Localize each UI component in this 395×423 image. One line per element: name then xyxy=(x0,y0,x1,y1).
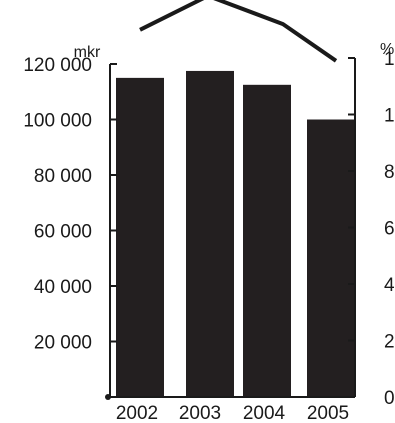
bar-2005 xyxy=(307,119,355,397)
x-axis: 2002 2003 2004 2005 xyxy=(110,396,355,423)
right-tick-label: 10 xyxy=(384,106,395,127)
right-tick-label: 12 xyxy=(384,49,395,70)
bar-2003 xyxy=(186,70,234,397)
left-tick-label: 80 000 xyxy=(34,166,92,187)
right-tick-label: 8 xyxy=(384,162,395,183)
right-tick-label: 6 xyxy=(384,219,395,240)
line-path xyxy=(139,0,338,63)
left-tick-label: 120 000 xyxy=(23,55,92,76)
bar-2004 xyxy=(243,84,291,397)
x-tick-label-2003: 2003 xyxy=(179,403,221,423)
x-tick-label-2002: 2002 xyxy=(116,403,158,423)
left-axis-unit: mkr xyxy=(74,44,101,61)
left-y-axis: 20 000 40 000 60 000 80 000 100 000 120 000 xyxy=(23,55,117,400)
bar-series xyxy=(116,70,355,397)
right-y-axis: 0 2 4 6 8 10 12 xyxy=(348,49,395,409)
left-tick-label: 40 000 xyxy=(34,277,92,298)
right-tick-label: 2 xyxy=(384,332,395,353)
right-tick-label: 0 xyxy=(384,388,395,409)
x-tick-label-2004: 2004 xyxy=(243,403,286,423)
x-tick-label-2005: 2005 xyxy=(307,403,349,423)
right-tick-label: 4 xyxy=(384,275,395,296)
left-tick-label: 100 000 xyxy=(23,111,92,132)
left-tick-label: 20 000 xyxy=(34,333,92,354)
bar-2002 xyxy=(116,77,164,397)
left-tick-label: 60 000 xyxy=(34,222,92,243)
line-series xyxy=(139,0,338,63)
right-axis-unit: % xyxy=(380,41,394,58)
left-tick-label-0 xyxy=(105,394,111,400)
